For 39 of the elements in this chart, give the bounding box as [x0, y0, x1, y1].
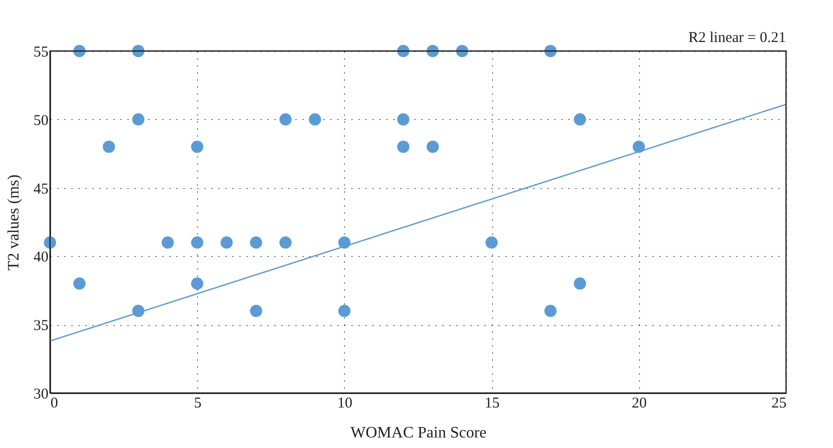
point: [544, 304, 557, 318]
point: [574, 113, 586, 126]
y-tick-label: 35: [34, 318, 48, 334]
point: [191, 140, 204, 153]
point: [574, 277, 586, 290]
point: [250, 236, 262, 249]
x-axis-title: WOMAC Pain Score: [350, 424, 486, 442]
point: [162, 236, 174, 249]
y-axis-title: T2 values (ms): [6, 174, 22, 270]
y-tick-label: 55: [34, 44, 48, 60]
point: [73, 44, 86, 58]
point: [279, 113, 292, 126]
x-tick-label: 15: [484, 396, 500, 412]
point: [308, 113, 322, 126]
point: [426, 140, 439, 153]
text: R2 linear = 0.21: [688, 30, 786, 46]
point: [220, 236, 233, 249]
point: [250, 304, 262, 318]
point: [338, 304, 351, 318]
point: [279, 236, 292, 249]
point: [485, 236, 498, 249]
x-tick-label: 0: [50, 396, 58, 412]
point: [632, 140, 645, 153]
point: [426, 44, 439, 58]
point: [132, 113, 144, 126]
x-tick-label: 10: [337, 396, 352, 412]
point: [73, 277, 86, 290]
y-tick-label: 40: [34, 250, 48, 266]
y-tick-label: 30: [34, 386, 48, 402]
point: [191, 277, 204, 290]
point: [102, 140, 116, 153]
point: [191, 236, 204, 249]
x-tick-label: 5: [194, 396, 202, 412]
x-tick-label: 20: [632, 396, 647, 412]
point: [397, 140, 410, 153]
y-tick-label: 50: [34, 112, 48, 129]
y-tick-label: 45: [34, 181, 48, 198]
point: [397, 113, 410, 126]
x-tick-label: 25: [772, 396, 786, 412]
